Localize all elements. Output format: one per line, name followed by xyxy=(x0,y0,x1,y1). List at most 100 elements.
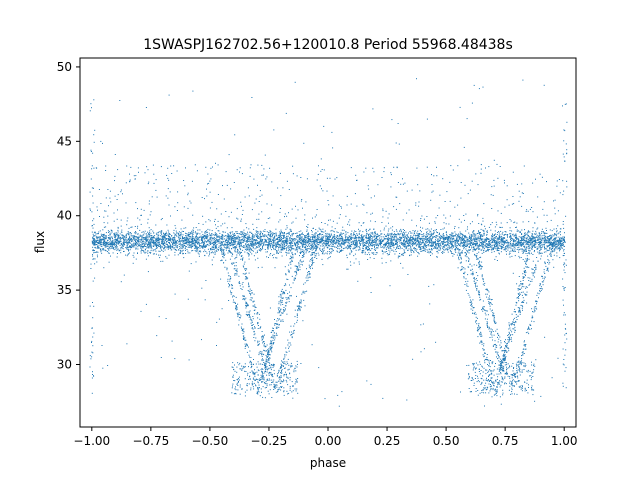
data-point xyxy=(299,234,301,236)
data-point xyxy=(100,249,102,251)
data-point xyxy=(402,253,404,255)
data-point xyxy=(232,243,234,245)
data-point xyxy=(216,248,218,250)
data-point xyxy=(311,231,313,233)
data-point xyxy=(100,244,102,246)
data-point xyxy=(486,231,488,233)
data-point xyxy=(363,239,365,240)
data-point xyxy=(471,238,473,240)
data-point xyxy=(341,238,343,240)
data-point xyxy=(306,246,308,247)
data-point xyxy=(317,243,319,245)
data-point xyxy=(128,250,130,251)
data-point xyxy=(303,242,304,244)
data-point xyxy=(456,238,458,240)
data-point xyxy=(478,245,480,247)
data-point xyxy=(401,243,402,245)
data-point xyxy=(540,241,542,243)
data-point xyxy=(424,244,426,246)
data-point xyxy=(247,239,249,241)
data-point xyxy=(217,239,219,241)
data-point xyxy=(395,234,397,235)
data-point xyxy=(180,245,182,247)
data-point xyxy=(376,242,378,244)
data-point xyxy=(510,237,512,239)
data-point xyxy=(334,237,336,239)
data-point xyxy=(395,243,397,244)
data-point xyxy=(129,252,130,254)
data-point xyxy=(191,250,193,252)
data-point xyxy=(246,244,248,245)
data-point xyxy=(386,241,388,242)
data-point xyxy=(349,253,351,255)
data-point xyxy=(386,242,388,244)
data-point xyxy=(403,240,404,242)
data-point xyxy=(255,247,257,249)
data-point xyxy=(396,237,398,239)
data-point xyxy=(272,242,274,244)
data-point xyxy=(517,244,518,246)
data-point xyxy=(409,237,411,239)
data-point xyxy=(510,238,511,240)
data-point xyxy=(111,242,113,244)
data-point xyxy=(200,239,202,240)
data-point xyxy=(381,239,383,241)
data-point xyxy=(234,234,236,236)
data-point xyxy=(163,248,164,250)
data-point xyxy=(370,244,371,245)
data-point xyxy=(452,245,454,247)
data-point xyxy=(400,246,401,248)
data-point xyxy=(413,241,414,243)
data-point xyxy=(94,251,96,253)
data-point xyxy=(166,247,168,249)
data-point xyxy=(327,238,329,240)
data-point xyxy=(384,238,386,240)
data-point xyxy=(281,237,282,239)
data-point xyxy=(522,242,524,244)
data-point xyxy=(203,244,204,246)
data-point xyxy=(541,244,543,246)
data-point xyxy=(222,234,224,236)
data-point xyxy=(435,246,436,248)
data-point xyxy=(443,236,445,238)
data-point xyxy=(167,238,169,240)
data-point xyxy=(190,247,192,249)
data-point xyxy=(341,241,343,243)
data-point xyxy=(335,242,336,244)
data-point xyxy=(497,241,499,243)
data-point xyxy=(390,244,392,246)
data-point xyxy=(197,243,199,245)
data-point xyxy=(173,237,174,239)
data-point xyxy=(175,234,177,236)
data-point xyxy=(238,236,240,238)
data-point xyxy=(269,234,271,236)
data-point xyxy=(313,253,315,255)
data-point xyxy=(281,240,283,242)
data-point xyxy=(424,238,426,240)
data-point xyxy=(113,242,115,243)
data-point xyxy=(461,237,463,239)
data-point xyxy=(225,249,227,251)
data-point xyxy=(247,246,249,248)
data-point xyxy=(207,248,209,250)
data-point xyxy=(378,242,380,244)
data-point xyxy=(118,243,119,245)
data-point xyxy=(161,233,163,235)
data-point xyxy=(126,247,127,249)
data-point xyxy=(408,242,410,244)
data-point xyxy=(322,243,324,245)
data-point xyxy=(444,249,446,251)
data-point xyxy=(457,235,459,237)
data-point xyxy=(225,243,227,245)
data-point xyxy=(278,234,280,236)
data-point xyxy=(497,245,498,247)
data-point xyxy=(450,240,452,242)
data-point xyxy=(308,245,310,247)
data-point xyxy=(399,242,401,244)
data-point xyxy=(125,240,127,242)
data-point xyxy=(140,252,142,254)
data-point xyxy=(538,239,540,241)
data-point xyxy=(381,257,383,259)
data-point xyxy=(204,235,205,236)
data-point xyxy=(246,227,248,229)
